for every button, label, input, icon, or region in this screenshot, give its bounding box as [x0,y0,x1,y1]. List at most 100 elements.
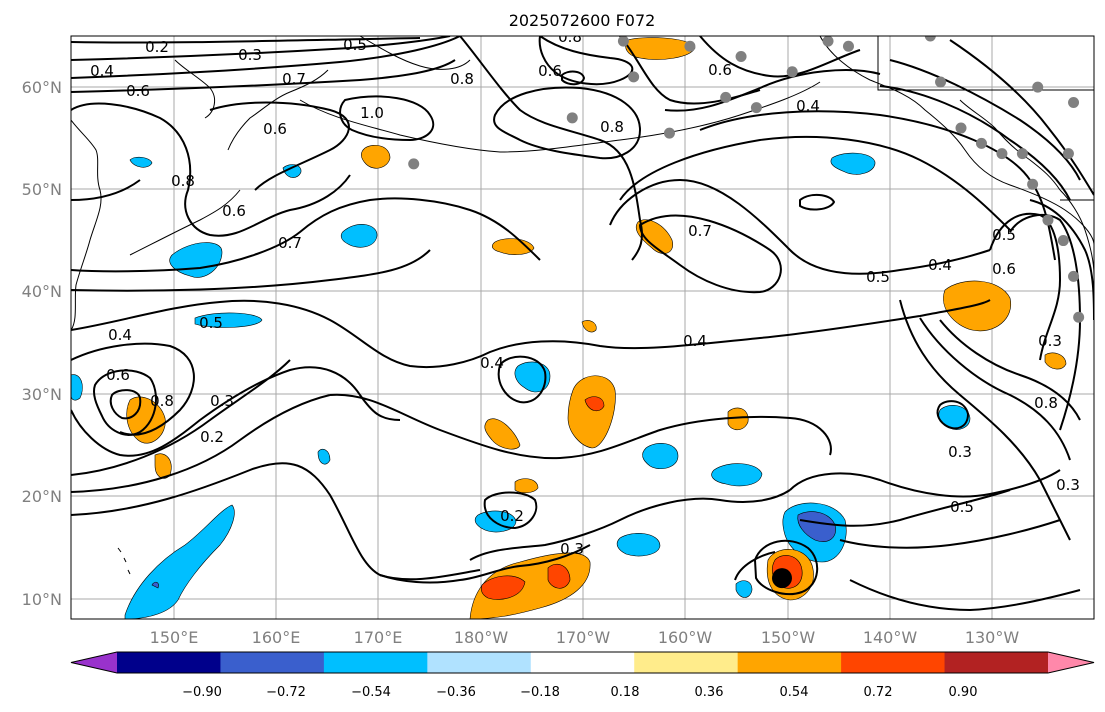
contour-line [799,194,835,211]
anomaly-positive [480,575,526,600]
contour-line [789,469,1061,498]
anomaly-positive [1044,352,1067,370]
lon-label: 150°E [150,628,199,647]
contour-line [71,342,195,436]
contour-label: 0.5 [950,498,974,516]
station-dot [924,36,936,42]
colorbar-segment [530,652,635,673]
colorbar-tick-label: 0.72 [864,685,893,700]
contour-line [379,544,591,584]
contour-line [639,214,782,294]
figure-title: 2025072600 F072 [509,11,656,30]
contour-line [71,462,481,581]
contour-line [609,179,991,275]
colorbar-tick-label: 0.18 [611,685,640,700]
gridlines [71,36,1094,619]
contour-label: 0.4 [928,256,952,274]
station-dot [975,137,987,149]
lon-label: 140°W [863,628,918,647]
contour-label: 0.6 [538,62,562,80]
contour-line [459,36,643,261]
anomaly-positive [584,396,605,412]
lon-label: 170°W [556,628,611,647]
lon-label: 160°E [252,628,301,647]
contour-line [879,85,1071,201]
contour-label: 0.6 [126,82,150,100]
station-dot [1057,235,1069,247]
station-dot [1027,178,1039,190]
contour-label: 0.3 [210,392,234,410]
anomaly-negative [642,443,679,469]
contour-line [71,36,451,61]
contour-label: 0.2 [145,38,169,56]
contour-line [71,36,461,79]
coastline-kamchatka [227,69,329,151]
colorbar: −0.90 −0.72 −0.54 −0.36 −0.18 0.18 0.36 … [70,651,1095,700]
anomaly-positive [635,219,673,254]
anomaly-negative [151,581,159,589]
contour-label: 0.6 [263,120,287,138]
station-dot [408,158,420,170]
contour-line [799,489,1011,527]
station-dot [1073,311,1085,323]
colorbar-segment [220,652,325,673]
colorbar-tick-label: −0.72 [266,685,306,700]
contour-label: 0.8 [558,28,582,46]
anomaly-negative [711,463,763,487]
colorbar-segment [634,652,739,673]
lat-label: 40°N [22,282,62,301]
lat-label: 20°N [22,487,62,506]
colorbar-ticks: −0.90 −0.72 −0.54 −0.36 −0.18 0.18 0.36 … [182,685,977,700]
station-dot [996,148,1008,160]
contour-label: 0.7 [278,234,302,252]
contour-label: 0.4 [108,326,132,344]
colorbar-tick-label: −0.90 [182,685,222,700]
anomaly-negative [830,152,876,175]
anomaly-positive [727,407,749,431]
contour-label: 0.8 [171,172,195,190]
contour-line [483,491,538,529]
lat-label: 50°N [22,180,62,199]
colorbar-tick-label: −0.36 [436,685,476,700]
anomaly-negative [282,164,302,178]
station-dot [842,40,854,52]
map-frame [70,35,1095,620]
station-dot [684,40,696,52]
anomaly-negative [797,511,836,542]
contour-line [209,101,350,191]
contour-line [919,317,1071,461]
contour-line [71,102,351,237]
contour-label: 0.6 [222,202,246,220]
lat-label: 10°N [22,590,62,609]
colorbar-segment [427,652,532,673]
contour-line [71,179,141,201]
contour-label: 0.3 [948,443,972,461]
latitude-labels: 10°N 20°N 30°N 40°N 50°N 60°N [22,78,62,609]
anomaly-positive [361,145,391,169]
lat-label: 30°N [22,385,62,404]
coastline-aleutians [299,81,821,153]
contour-line [899,299,1071,541]
anomaly-negative [124,504,235,619]
station-dot [566,112,578,124]
lon-label: 130°W [965,628,1020,647]
anomaly-positive [484,418,521,450]
station-dot [1032,81,1044,93]
contour-line [71,366,401,457]
contour-label: 0.3 [1056,476,1080,494]
station-dot [1062,148,1074,160]
lat-label: 60°N [22,78,62,97]
contour-label: 0.3 [238,46,262,64]
anomaly-positive [547,564,571,589]
contour-label: 0.8 [600,118,624,136]
contour-line [561,70,585,86]
station-dot [750,102,762,114]
station-dot [735,50,747,62]
contour-line [71,197,541,273]
contour-line [109,389,142,420]
contour-line [664,69,881,112]
contour-line [493,86,641,160]
contour-label: 1.0 [360,104,384,122]
contour-label: 0.4 [683,332,707,350]
